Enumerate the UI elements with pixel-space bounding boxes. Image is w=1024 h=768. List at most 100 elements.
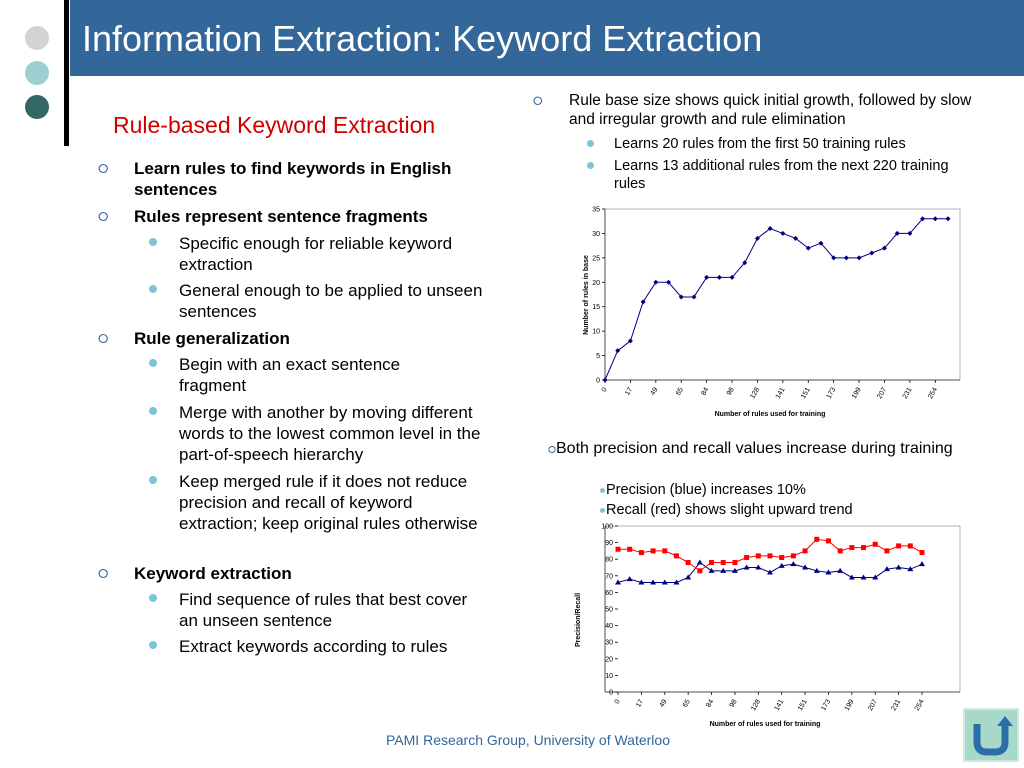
series-line (604, 218, 948, 381)
dot-bullet-icon (587, 162, 594, 169)
x-tick-label: 231 (890, 698, 902, 712)
y-tick-label: 30 (605, 640, 613, 647)
x-tick-label: 84 (705, 698, 715, 708)
dot-bullet-icon (600, 487, 605, 493)
x-tick-label: 141 (774, 698, 786, 712)
dot-bullet-icon (600, 507, 605, 513)
back-button[interactable] (963, 708, 1019, 762)
data-point (895, 564, 902, 570)
x-tick-label: 84 (700, 386, 710, 396)
dot-bullet-icon (149, 476, 157, 484)
data-point (744, 555, 750, 561)
x-tick-label: 173 (825, 386, 837, 400)
data-point (790, 561, 797, 567)
data-point (919, 561, 925, 567)
data-point (666, 279, 672, 285)
data-point (709, 560, 715, 566)
y-tick-label: 5 (596, 353, 600, 360)
data-point (884, 548, 890, 554)
x-tick-label: 98 (726, 386, 736, 396)
data-point (860, 574, 867, 580)
dot-bullet-icon (149, 238, 157, 246)
ring-bullet-icon: ⭘ (98, 209, 109, 224)
data-point (861, 545, 867, 551)
data-point (907, 543, 913, 549)
data-point (697, 568, 703, 574)
slide-title: Information Extraction: Keyword Extracti… (82, 18, 763, 59)
dot-bullet-icon (149, 359, 157, 367)
data-point (831, 255, 837, 261)
x-tick-label: 49 (650, 386, 660, 396)
data-point (640, 299, 646, 305)
data-point (673, 553, 679, 559)
sub-bullet-text: Find sequence of rules that best cover a… (179, 590, 468, 630)
data-point (627, 546, 633, 552)
data-point (894, 230, 900, 236)
dot-bullet-icon (149, 285, 157, 293)
data-point (837, 567, 844, 573)
data-point (802, 564, 809, 570)
y-tick-label: 20 (592, 280, 600, 287)
data-point (919, 550, 925, 556)
y-tick-label: 40 (605, 623, 613, 630)
sub-bullet-item: Recall (red) shows slight upward trend (600, 501, 1000, 519)
sub-bullet-text: Begin with an exact sentence fragment (179, 355, 401, 395)
bullet-text: Learn rules to find keywords in English … (134, 159, 452, 199)
data-point (945, 216, 951, 222)
data-point (704, 274, 710, 280)
y-tick-label: 25 (592, 255, 600, 262)
data-point (615, 546, 621, 552)
data-point (869, 250, 875, 256)
data-point (780, 230, 786, 236)
x-tick-label: 0 (601, 386, 609, 393)
y-tick-label: 35 (592, 207, 600, 214)
right-top-text: Rule base size shows quick initial growt… (569, 92, 972, 128)
data-point (742, 260, 748, 266)
data-point (615, 348, 621, 354)
data-point (602, 377, 608, 383)
x-tick-label: 199 (844, 698, 856, 712)
data-point (896, 543, 902, 549)
data-point (615, 579, 621, 585)
precision-recall-chart: 0 10 20 30 40 50 60 70 80 90 100 0 17 49 65 84 98 128 141… (575, 524, 961, 728)
sub-bullet-text: Precision (blue) increases 10% (606, 482, 806, 498)
data-point (720, 567, 727, 573)
footer: PAMI Research Group, University of Water… (386, 732, 670, 748)
data-point (685, 560, 691, 566)
x-tick-label: 141 (775, 386, 787, 400)
data-point (755, 564, 762, 570)
sub-bullet-item: Precision (blue) increases 10% (600, 481, 1000, 499)
data-point (627, 338, 633, 344)
x-tick-label: 207 (867, 698, 879, 712)
data-point (720, 560, 726, 566)
data-point (907, 566, 914, 572)
data-point (818, 240, 824, 246)
data-point (729, 274, 735, 280)
dot-bullet-icon (149, 594, 157, 602)
data-point (650, 548, 656, 554)
y-tick-label: 0 (596, 378, 600, 385)
ring-bullet-icon: ⭘ (98, 566, 109, 581)
data-point (650, 579, 657, 585)
y-axis-label: Number of rules in base (583, 255, 590, 335)
bullet-text: Keyword extraction (134, 564, 292, 583)
sub-bullet-text: Merge with another by moving different w… (179, 403, 481, 464)
data-point (881, 245, 887, 251)
sub-bullet-text: Recall (red) shows slight upward trend (606, 502, 853, 518)
x-axis-label: Number of rules used for training (710, 721, 821, 728)
rule-base-chart: 0 5 10 15 20 25 30 35 0 17 49 65 84 98 128 141 151 173 19… (583, 207, 961, 418)
bullet-text: Rule generalization (134, 329, 290, 348)
data-point (767, 226, 773, 232)
x-tick-label: 231 (902, 386, 914, 400)
data-point (755, 553, 761, 559)
x-tick-label: 17 (635, 698, 645, 708)
x-tick-label: 173 (820, 698, 832, 712)
sub-bullet-text: Specific enough for reliable keyword ext… (179, 234, 453, 274)
data-point (767, 569, 773, 575)
data-point (743, 564, 750, 570)
x-tick-label: 151 (800, 386, 812, 400)
data-point (814, 536, 820, 542)
x-tick-label: 151 (797, 698, 809, 712)
data-point (696, 559, 703, 565)
data-point (843, 255, 849, 261)
